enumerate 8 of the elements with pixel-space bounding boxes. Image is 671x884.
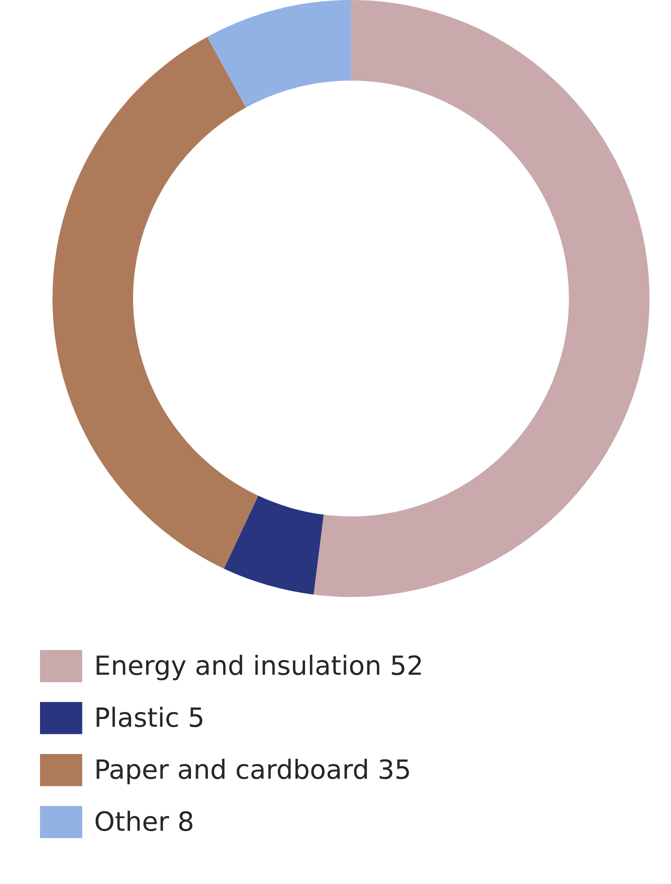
legend-label: Plastic 5: [96, 706, 202, 728]
donut-slice: [314, 0, 650, 597]
donut-slice: [52, 36, 258, 569]
legend-label: Paper and cardboard 35: [96, 758, 409, 784]
donut-slice: [207, 0, 351, 108]
donut-slice: [224, 496, 324, 595]
legend-label: Other 8: [96, 810, 192, 832]
legend-label: Energy and insulation 52: [96, 654, 421, 680]
